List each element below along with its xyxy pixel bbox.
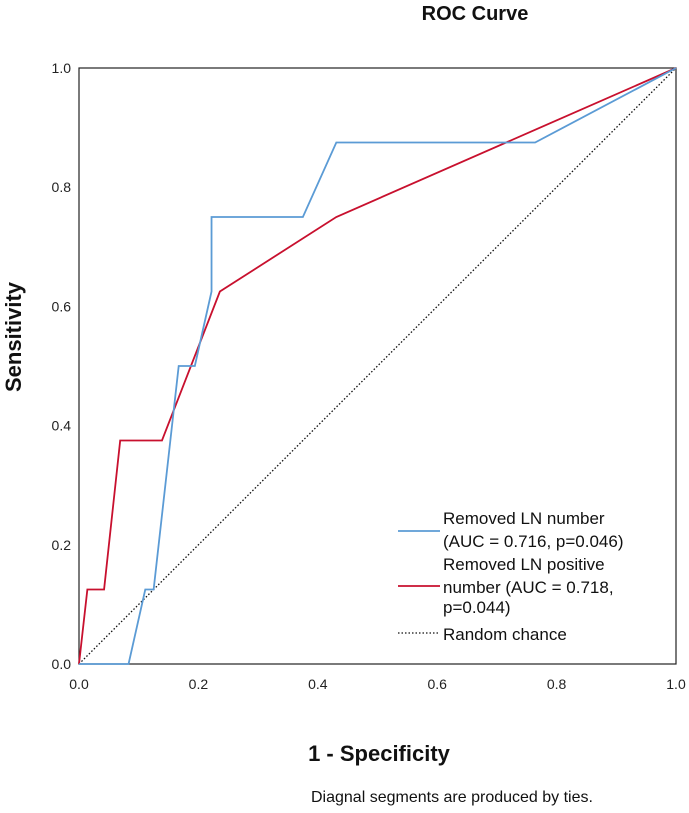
legend: Removed LN number (AUC = 0.716, p=0.046) R… bbox=[398, 509, 624, 644]
x-axis-ticks: 0.0 0.2 0.4 0.6 0.8 1.0 bbox=[69, 676, 686, 692]
x-tick-label: 0.4 bbox=[308, 676, 328, 692]
series-line-removed-ln-positive-number bbox=[78, 67, 677, 665]
y-tick-label: 0.2 bbox=[52, 537, 72, 553]
legend-label: Random chance bbox=[443, 625, 567, 644]
y-tick-label: 0.0 bbox=[52, 656, 72, 672]
footnote: Diagnal segments are produced by ties. bbox=[311, 789, 593, 806]
x-tick-label: 0.2 bbox=[189, 676, 209, 692]
legend-label: number (AUC = 0.718, bbox=[443, 578, 614, 597]
x-tick-label: 0.6 bbox=[427, 676, 447, 692]
legend-label: p=0.044) bbox=[443, 598, 511, 617]
series-line-removed-ln-number bbox=[79, 67, 677, 665]
y-axis-title: Sensitivity bbox=[1, 281, 26, 392]
x-axis-title: 1 - Specificity bbox=[308, 741, 451, 766]
series-line-random-chance bbox=[78, 67, 677, 665]
chart-title: ROC Curve bbox=[422, 3, 529, 25]
y-tick-label: 0.6 bbox=[52, 298, 72, 314]
y-tick-label: 0.4 bbox=[52, 418, 72, 434]
x-tick-label: 0.8 bbox=[547, 676, 567, 692]
series-layer bbox=[78, 67, 677, 665]
legend-label: (AUC = 0.716, p=0.046) bbox=[443, 532, 624, 551]
x-tick-label: 1.0 bbox=[666, 676, 686, 692]
legend-label: Removed LN positive bbox=[443, 555, 605, 574]
y-tick-label: 1.0 bbox=[52, 60, 72, 76]
y-axis-ticks: 0.0 0.2 0.4 0.6 0.8 1.0 bbox=[52, 60, 72, 672]
legend-label: Removed LN number bbox=[443, 509, 605, 528]
x-tick-label: 0.0 bbox=[69, 676, 89, 692]
y-tick-label: 0.8 bbox=[52, 179, 72, 195]
